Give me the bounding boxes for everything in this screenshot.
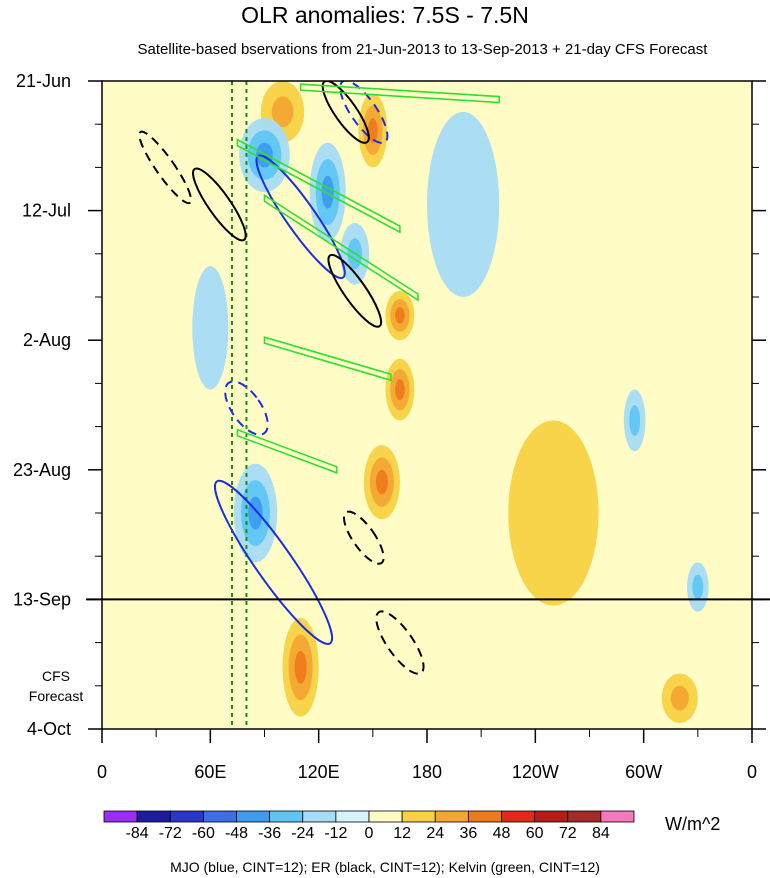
anomaly-blob-14-level-0 <box>508 420 599 606</box>
contour-legend-note: MJO (blue, CINT=12); ER (black, CINT=12)… <box>170 859 600 875</box>
colorbar-label-12: 60 <box>526 825 544 842</box>
x-tick-label-5: 60W <box>625 762 662 782</box>
kelvin-contour-4 <box>299 83 501 104</box>
mjo-contour-1 <box>213 479 334 645</box>
anomaly-blob-0-level-1 <box>271 96 294 128</box>
colorbar-swatch-7 <box>335 810 370 823</box>
colorbar-label-8: 12 <box>393 825 411 842</box>
y-tick-label-0: 21-Jun <box>16 71 71 91</box>
x-tick-label-2: 120E <box>298 762 340 782</box>
anomaly-blob-2-level-2 <box>256 142 273 168</box>
anomaly-blob-11-level-1 <box>629 405 641 436</box>
er-contour-3 <box>138 130 193 205</box>
colorbar-label-5: -24 <box>291 825 314 842</box>
colorbar-label-4: -36 <box>258 825 281 842</box>
mjo-contour-3 <box>224 380 269 436</box>
colorbar-label-1: -72 <box>159 825 182 842</box>
er-contour-0 <box>192 167 247 242</box>
colorbar-swatch-15 <box>600 810 635 823</box>
x-tick-label-1: 60E <box>194 762 226 782</box>
colorbar-swatch-2 <box>169 810 204 823</box>
colorbar-label-6: -12 <box>324 825 347 842</box>
colorbar-label-9: 24 <box>426 825 444 842</box>
kelvin-contour-3 <box>236 428 338 474</box>
colorbar-label-7: 0 <box>365 825 374 842</box>
colorbar-swatch-3 <box>202 810 237 823</box>
anomaly-blob-5-level-2 <box>395 307 405 324</box>
anomaly-blob-13-level-0 <box>427 111 500 297</box>
anomaly-blob-9-level-2 <box>294 650 307 684</box>
y-tick-label-3: 23-Aug <box>13 460 71 480</box>
colorbar-label-13: 72 <box>559 825 577 842</box>
colorbar-label-10: 36 <box>459 825 477 842</box>
chart-title: OLR anomalies: 7.5S - 7.5N <box>241 2 529 28</box>
colorbar-swatch-4 <box>236 810 271 823</box>
anomaly-blob-12-level-0 <box>192 266 229 390</box>
kelvin-contour-0 <box>236 138 401 234</box>
colorbar-swatch-0 <box>103 810 138 823</box>
colorbar-swatch-1 <box>136 810 171 823</box>
colorbar-swatch-6 <box>302 810 337 823</box>
anomaly-blob-10-level-1 <box>692 574 704 600</box>
x-tick-label-4: 120W <box>512 762 559 782</box>
colorbar-label-14: 84 <box>592 825 610 842</box>
anomaly-blob-8-level-2 <box>248 496 263 530</box>
er-contour-1 <box>327 253 383 328</box>
y-tick-label-4: 13-Sep <box>13 589 71 609</box>
colorbar-swatch-11 <box>467 810 502 823</box>
colorbar-label-3: -48 <box>225 825 248 842</box>
er-contour-4 <box>375 610 425 675</box>
anomaly-blob-6-level-2 <box>395 379 405 400</box>
anomaly-blob-7-level-2 <box>375 469 388 495</box>
anomaly-blob-15-level-1 <box>670 685 689 711</box>
plot-background <box>102 81 752 729</box>
colorbar-swatch-12 <box>501 810 536 823</box>
y-tick-label-1: 12-Jul <box>22 201 71 221</box>
y-tick-label-5: 4-Oct <box>27 719 71 739</box>
anomaly-blob-3-level-2 <box>321 175 334 209</box>
colorbar-label-11: 48 <box>493 825 511 842</box>
anomaly-blob-1-level-2 <box>368 118 378 143</box>
colorbar-swatch-8 <box>368 810 403 823</box>
x-tick-label-6: 0 <box>747 762 757 782</box>
colorbar-swatch-10 <box>434 810 469 823</box>
x-tick-label-0: 0 <box>97 762 107 782</box>
chart-subtitle: Satellite-based bservations from 21-Jun-… <box>137 41 708 58</box>
colorbar-label-2: -60 <box>192 825 215 842</box>
forecast-label-line2: Forecast <box>28 688 84 704</box>
colorbar-label-0: -84 <box>126 825 149 842</box>
y-tick-label-2: 2-Aug <box>23 330 71 350</box>
olr-hovmoller-chart: 0 60E 120E 180 120W 60W 0 21-Jun 12-Jul 2-Aug 23-A… <box>13 71 770 842</box>
er-contour-5 <box>343 510 385 565</box>
colorbar-swatch-9 <box>401 810 436 823</box>
kelvin-contour-1 <box>263 193 419 302</box>
colorbar-swatch-13 <box>534 810 569 823</box>
colorbar-swatch-5 <box>269 810 304 823</box>
forecast-label-line1: CFS <box>42 668 70 684</box>
x-tick-label-3: 180 <box>412 762 442 782</box>
colorbar-units: W/m^2 <box>665 814 721 834</box>
kelvin-contour-2 <box>263 336 392 382</box>
colorbar-swatch-14 <box>567 810 602 823</box>
